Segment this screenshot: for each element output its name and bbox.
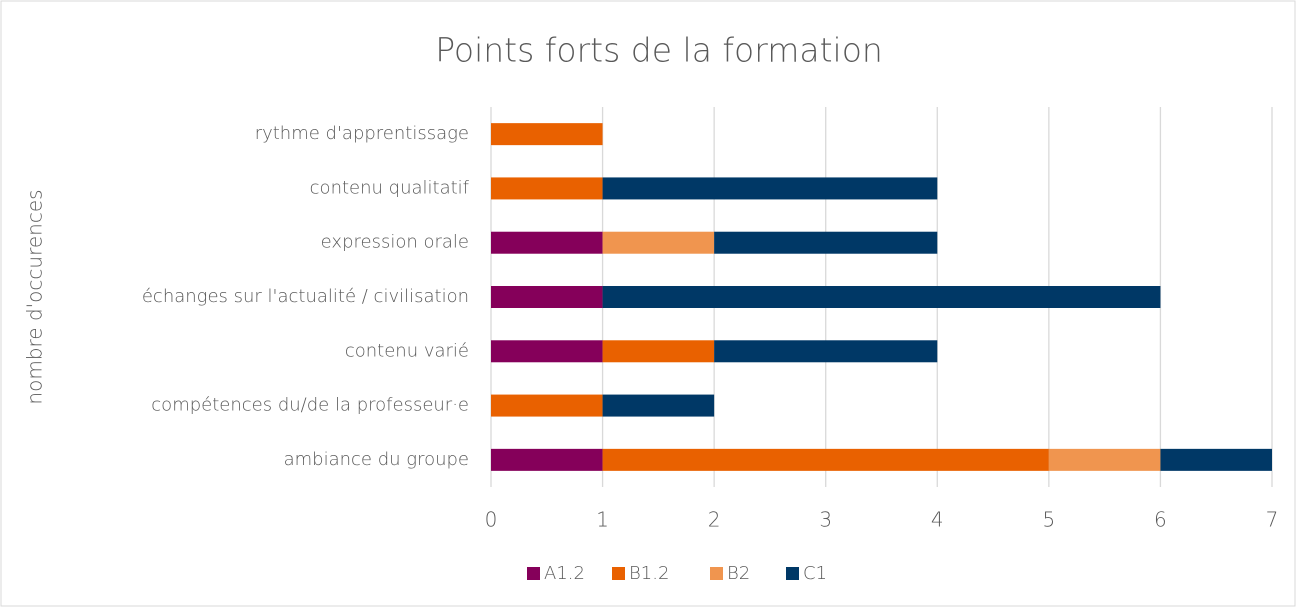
bar-segment bbox=[602, 177, 938, 200]
y-axis-label: nombre d'occurences bbox=[23, 189, 47, 404]
bar-segment bbox=[602, 340, 715, 363]
x-tick-label: 5 bbox=[1042, 508, 1055, 532]
bar-segment bbox=[1160, 448, 1272, 471]
y-tick-label: échanges sur l'actualité / civilisation bbox=[142, 286, 469, 307]
legend-swatch bbox=[612, 567, 625, 580]
bar-segment bbox=[491, 123, 603, 146]
legend-swatch bbox=[710, 567, 723, 580]
legend-swatch bbox=[786, 567, 799, 580]
x-tick-label: 2 bbox=[708, 508, 721, 532]
y-tick-label: contenu varié bbox=[345, 340, 469, 361]
x-tick-label: 3 bbox=[819, 508, 832, 532]
bar-segment bbox=[602, 286, 1161, 308]
x-tick-label: 6 bbox=[1154, 508, 1167, 532]
legend-label: A1.2 bbox=[544, 563, 585, 584]
legend-label: B1.2 bbox=[629, 563, 669, 584]
bar-segment bbox=[714, 231, 938, 254]
x-tick-label: 4 bbox=[931, 508, 944, 532]
bar-segment bbox=[491, 177, 603, 200]
bar-segment bbox=[602, 394, 715, 417]
bar-segment bbox=[1048, 448, 1161, 471]
x-tick-label: 1 bbox=[596, 508, 609, 532]
x-tick-label: 7 bbox=[1266, 508, 1279, 532]
bar-segment bbox=[491, 286, 603, 308]
bar-segment bbox=[602, 448, 1049, 471]
y-tick-label: rythme d'apprentissage bbox=[255, 123, 469, 144]
legend-swatch bbox=[527, 567, 540, 580]
legend-label: B2 bbox=[727, 563, 750, 584]
bar-segment bbox=[491, 231, 603, 254]
y-tick-label: contenu qualitatif bbox=[310, 177, 470, 198]
chart-title: Points forts de la formation bbox=[435, 31, 883, 70]
bar-segment bbox=[491, 394, 603, 417]
y-tick-label: ambiance du groupe bbox=[284, 449, 469, 470]
bar-segment bbox=[491, 448, 603, 471]
bar-segment bbox=[602, 231, 715, 254]
bar-segment bbox=[714, 340, 938, 363]
legend-label: C1 bbox=[803, 563, 827, 584]
y-tick-label: compétences du/de la professeur·e bbox=[151, 395, 469, 416]
x-tick-label: 0 bbox=[485, 508, 498, 532]
bar-segment bbox=[491, 340, 603, 363]
y-tick-label: expression orale bbox=[321, 232, 469, 253]
